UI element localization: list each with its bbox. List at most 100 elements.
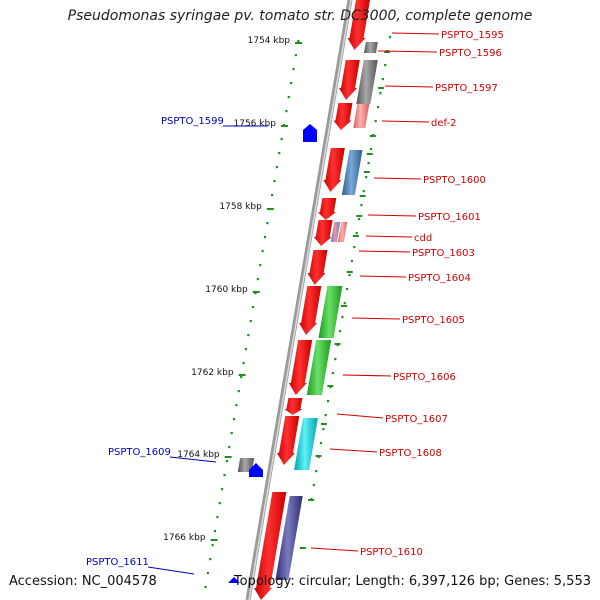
gene-block-pspto-1609[interactable]	[237, 458, 255, 472]
scale-dot	[242, 362, 245, 365]
scale-dot	[275, 166, 278, 169]
gene-label[interactable]: PSPTO_1605	[402, 315, 465, 326]
gene-label[interactable]: PSPTO_1600	[423, 175, 486, 186]
gene-arrow-pspto-1610[interactable]	[254, 492, 287, 600]
scale-dot	[261, 250, 264, 253]
scale-dot	[346, 288, 349, 291]
scale-dot	[348, 274, 351, 277]
gene-block-pspto-1605[interactable]	[318, 286, 343, 338]
gene-label[interactable]: PSPTO_1604	[408, 273, 471, 284]
gene-arrow-pspto-1595[interactable]	[347, 0, 370, 50]
label-leader-line	[359, 275, 407, 278]
gene-label[interactable]: PSPTO_1595	[441, 30, 504, 41]
gene-block-pspto-1597[interactable]	[356, 60, 378, 104]
gene-block-pspto-1610[interactable]	[275, 496, 303, 580]
scale-tick-label: 1760 kbp	[205, 285, 248, 295]
gene-arrow-pspto-1609[interactable]	[249, 463, 263, 477]
label-leader-line	[147, 566, 195, 575]
gene-arrow-pspto-1605[interactable]	[299, 286, 322, 335]
gene-block-cdd-blue[interactable]	[330, 222, 341, 242]
scale-dot	[312, 484, 315, 487]
genome-summary: Topology: circular; Length: 6,397,126 bp…	[233, 574, 591, 589]
gene-label[interactable]: PSPTO_1597	[435, 83, 498, 94]
gene-arrow-pspto-1601[interactable]	[317, 198, 337, 220]
gene-label[interactable]: cdd	[414, 233, 432, 244]
genome-backbone-highlight	[248, 0, 352, 600]
gene-label[interactable]: PSPTO_1611	[86, 557, 149, 568]
gene-label[interactable]: PSPTO_1607	[385, 414, 448, 425]
accession-label: Accession: NC_004578	[9, 574, 157, 589]
gene-labels-left: PSPTO_1599 PSPTO_1609 PSPTO_1611	[86, 116, 268, 575]
scale-dot	[244, 348, 248, 351]
gene-arrow-pspto-1611[interactable]	[228, 577, 240, 583]
scale-dot	[319, 442, 323, 445]
gene-arrow-pspto-1599[interactable]	[303, 124, 317, 142]
gene-label[interactable]: PSPTO_1601	[418, 212, 481, 223]
scale-dot	[343, 302, 346, 305]
scale-dot	[263, 236, 267, 239]
scale-tick-label: 1764 kbp	[177, 450, 220, 460]
label-leader-line	[310, 547, 359, 552]
scale-tick-label: 1766 kbp	[163, 533, 206, 543]
scale-dot	[223, 474, 226, 477]
scale-dot	[273, 180, 276, 183]
scale-dot	[249, 320, 252, 323]
gene-arrow-pspto-1604[interactable]	[307, 250, 328, 285]
scale-dot	[292, 68, 295, 71]
gene-arrow-pspto-1608[interactable]	[276, 416, 300, 465]
scale-dot	[254, 292, 257, 295]
scale-dot	[317, 456, 320, 459]
gene-arrow-cdd[interactable]	[313, 220, 333, 246]
scale-dot	[232, 418, 236, 421]
gene-label[interactable]: PSPTO_1608	[379, 448, 442, 459]
scale-dot	[240, 376, 243, 379]
scale-dot	[297, 40, 300, 43]
scale-dot	[218, 502, 221, 505]
scale-dot	[360, 204, 363, 207]
scale-dot	[365, 176, 368, 179]
scale-dot	[230, 432, 233, 435]
gene-label[interactable]: PSPTO_1606	[393, 372, 456, 383]
gene-label[interactable]: def-2	[431, 118, 456, 129]
gene-label[interactable]: PSPTO_1609	[108, 447, 171, 458]
gene-label[interactable]: PSPTO_1599	[161, 116, 224, 127]
scale-tick-label: 1758 kbp	[219, 202, 262, 212]
label-leader-line	[384, 85, 434, 88]
gene-label[interactable]: PSPTO_1610	[360, 547, 423, 558]
scale-dot	[334, 358, 337, 361]
scale-ticks: 1754 kbp 1756 kbp 1758 kbp 1760 kbp 1762 kbp…	[163, 36, 303, 543]
scale-dot	[287, 96, 290, 99]
scale-dot	[384, 64, 387, 67]
scale-dot	[355, 232, 358, 235]
gene-arrow-pspto-1597[interactable]	[339, 60, 360, 100]
gene-label[interactable]: PSPTO_1596	[439, 48, 502, 59]
gene-block-pspto-1600[interactable]	[341, 150, 363, 195]
scale-dot	[338, 330, 342, 333]
scale-dot	[204, 586, 207, 589]
gene-block-cdd-pink[interactable]	[337, 222, 348, 242]
label-leader-line	[377, 50, 438, 53]
scale-dot	[206, 572, 209, 575]
scale-dot	[357, 218, 361, 221]
gene-arrow-pspto-1600[interactable]	[323, 148, 345, 192]
scale-dot	[259, 264, 262, 267]
scale-dot	[374, 120, 377, 123]
scale-dot	[324, 414, 327, 417]
gene-block-pspto-1596[interactable]	[363, 42, 378, 53]
map-title: Pseudomonas syringae pv. tomato str. DC3…	[67, 8, 533, 24]
scale-dot	[221, 488, 224, 491]
gene-block-def-2[interactable]	[353, 104, 370, 128]
gene-block-pspto-1608[interactable]	[294, 418, 318, 470]
label-leader-line	[391, 32, 440, 35]
scale-dot	[367, 162, 370, 165]
gene-arrow-def-2[interactable]	[333, 103, 353, 130]
gene-arrow-pspto-1607[interactable]	[284, 398, 303, 415]
scale-dot	[327, 400, 330, 403]
gene-block-pspto-1606[interactable]	[306, 340, 332, 395]
scale-dot	[256, 278, 259, 281]
scale-dot	[266, 222, 269, 225]
gene-label[interactable]: PSPTO_1603	[412, 248, 475, 259]
gene-arrow-pspto-1606[interactable]	[288, 340, 313, 395]
scale-dot	[388, 36, 392, 39]
